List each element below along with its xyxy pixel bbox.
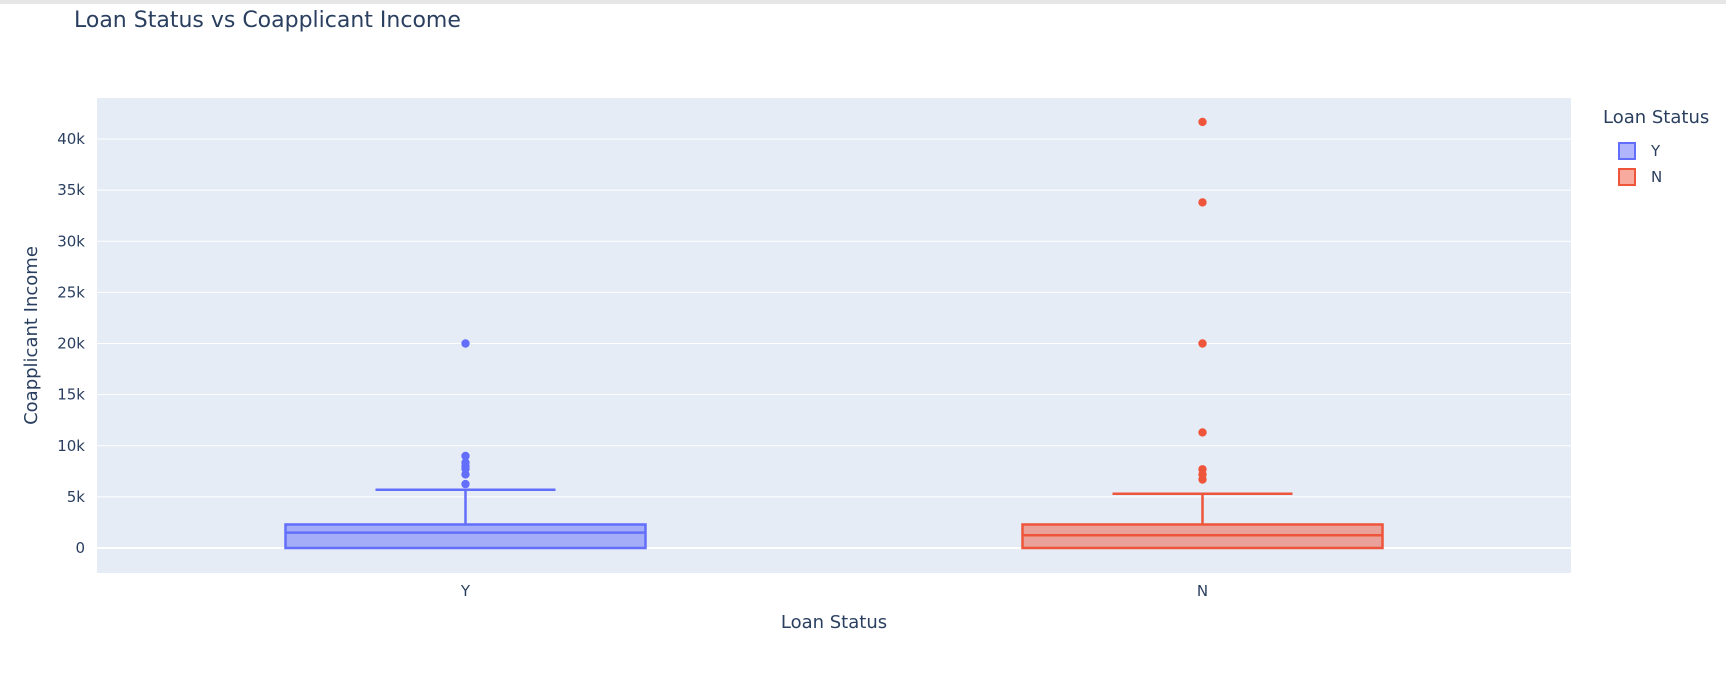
legend-label: N — [1651, 168, 1662, 186]
y-tick-label: 25k — [57, 283, 85, 301]
legend-item-Y[interactable]: Y — [1618, 142, 1661, 160]
y-tick-label: 40k — [57, 130, 85, 148]
outlier-point — [1198, 117, 1207, 127]
y-tick-label: 5k — [67, 488, 86, 506]
y-tick-label: 15k — [57, 386, 85, 404]
outlier-point — [461, 339, 470, 348]
x-axis-title: Loan Status — [781, 612, 887, 633]
y-tick-label: 20k — [57, 335, 85, 353]
y-tick-labels: 0 5k 10k 15k 20k 25k 30k 35k 40k — [57, 130, 85, 557]
box-N — [1021, 117, 1384, 550]
legend-swatch — [1618, 142, 1636, 160]
x-tick-label: N — [1197, 582, 1208, 600]
plot-area — [97, 98, 1571, 573]
y-tick-label: 0 — [75, 539, 85, 557]
x-tick-label: Y — [460, 582, 471, 600]
y-tick-label: 30k — [57, 232, 85, 250]
outlier-point — [1198, 198, 1207, 207]
outlier-point — [461, 451, 470, 461]
y-tick-label: 10k — [57, 437, 85, 455]
box-Y — [284, 339, 647, 550]
legend-label: Y — [1650, 142, 1661, 160]
box-iqr — [284, 523, 647, 550]
legend-item-N[interactable]: N — [1618, 168, 1662, 186]
y-axis-title: Coapplicant Income — [21, 246, 42, 425]
outlier-point — [461, 479, 470, 489]
outlier-point — [1198, 339, 1207, 348]
boxes — [284, 117, 1384, 550]
outlier-point — [461, 458, 470, 467]
outlier-point — [1198, 465, 1207, 474]
legend-swatch — [1618, 168, 1636, 186]
top-border — [0, 0, 1726, 4]
legend-title: Loan Status — [1603, 107, 1709, 128]
chart-title: Loan Status vs Coapplicant Income — [74, 8, 461, 33]
outlier-point — [1198, 428, 1207, 437]
legend[interactable]: Loan Status YN — [1603, 107, 1709, 186]
y-tick-label: 35k — [57, 181, 85, 199]
